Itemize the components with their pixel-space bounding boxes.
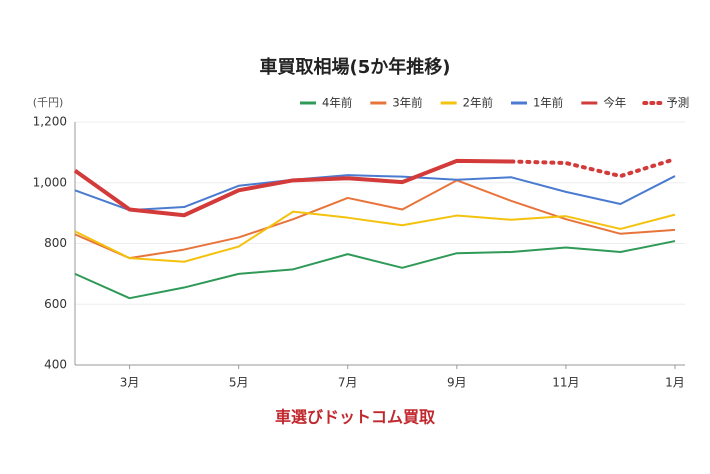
legend-label: 予測 xyxy=(666,96,689,110)
y-tick-label: 1,200 xyxy=(33,115,67,129)
y-tick-label: 800 xyxy=(44,236,67,250)
series-line xyxy=(509,157,677,179)
x-tick-label: 11月 xyxy=(552,376,579,390)
y-tick-label: 1,000 xyxy=(33,175,67,189)
x-tick-label: 7月 xyxy=(338,376,358,390)
y-tick-label: 400 xyxy=(44,358,67,372)
legend-label: 2年前 xyxy=(463,96,493,110)
series-line xyxy=(74,210,676,263)
y-tick-label: 600 xyxy=(44,297,67,311)
series-line xyxy=(74,179,676,260)
chart-title: 車買取相場(5か年推移) xyxy=(260,56,451,78)
legend-label: 3年前 xyxy=(392,96,422,110)
x-tick-label: 1月 xyxy=(665,376,685,390)
legend-label: 今年 xyxy=(603,96,626,110)
series-line xyxy=(74,240,676,300)
source: 車選びドットコム買取 xyxy=(275,408,435,427)
y-unit: (千円) xyxy=(33,96,64,109)
legend-label: 4年前 xyxy=(322,96,352,110)
x-tick-label: 9月 xyxy=(447,376,467,390)
legend-label: 1年前 xyxy=(533,96,563,110)
x-tick-label: 5月 xyxy=(229,376,249,390)
series-line xyxy=(74,174,676,212)
series-line xyxy=(73,158,512,218)
x-tick-label: 3月 xyxy=(120,376,140,390)
